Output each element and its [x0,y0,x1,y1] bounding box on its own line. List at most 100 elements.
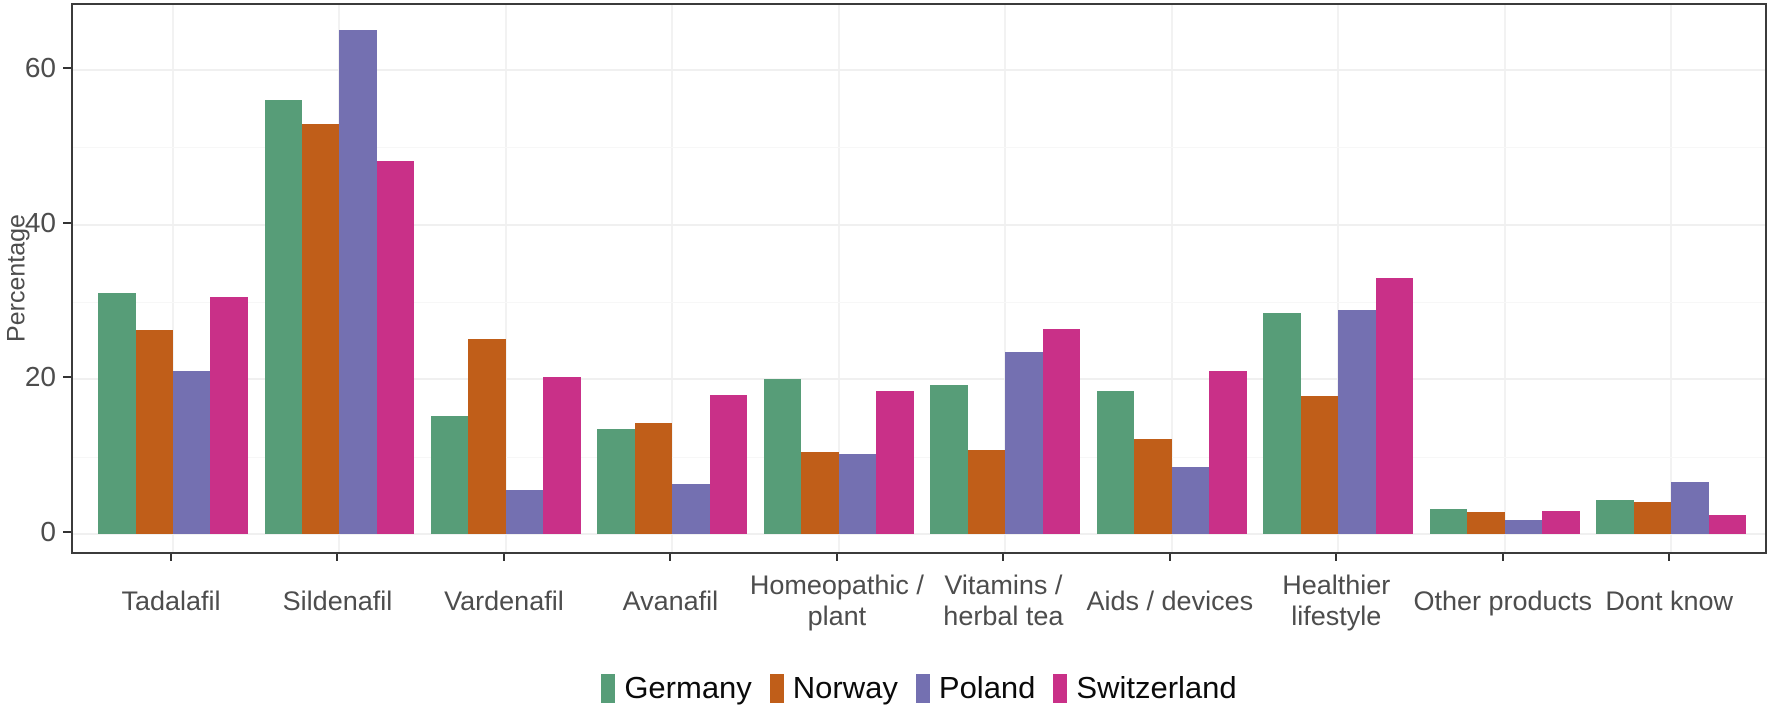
bar-poland-6 [1005,352,1043,534]
grid-line-vertical [504,5,507,552]
grid-line-minor [73,456,1765,458]
x-tick-label-line: lifestyle [1291,601,1382,631]
bar-switzerland-2 [376,161,415,534]
bar-norway-8 [1300,395,1339,534]
x-tick-label-line: plant [807,601,867,631]
bar-switzerland-3 [543,376,581,534]
legend-item-germany: Germany [601,670,752,706]
legend: Germany Norway Poland Switzerland [71,664,1767,712]
x-tick-label-line: Healthier [1282,570,1391,600]
y-tick-label: 20 [24,361,56,393]
x-tick-label-line: Vitamins / [944,570,1063,600]
y-tick [63,531,71,533]
grid-line-major [73,223,1765,226]
bar-switzerland-6 [1042,329,1081,534]
bar-germany-5 [763,379,802,534]
bar-poland-5 [838,454,877,534]
x-tick [502,554,505,561]
bar-poland-7 [1171,466,1210,534]
grid-line-major [73,68,1765,71]
x-tick-label-line: Sildenafil [282,585,393,616]
legend-item-switzerland: Switzerland [1053,670,1237,706]
bar-norway-5 [801,452,839,534]
x-tick [336,554,339,561]
bar-switzerland-9 [1542,510,1580,534]
grid-line-vertical [1170,5,1173,552]
bar-norway-6 [967,449,1006,534]
legend-label: Germany [624,670,752,705]
bar-poland-3 [505,489,544,534]
bar-poland-9 [1504,520,1543,534]
grid-line-vertical [1004,5,1007,552]
bar-norway-10 [1633,502,1672,534]
x-tick-label: Vardenafil [394,570,614,632]
y-tick-label: 0 [40,516,56,547]
x-tick-label: Homeopathic / plant [727,570,947,632]
bar-germany-9 [1429,509,1468,534]
grid-line-minor [73,147,1765,149]
bar-germany-10 [1596,499,1634,534]
x-tick [669,554,672,561]
grid-line-major [73,533,1765,535]
bar-germany-2 [264,100,302,534]
x-tick [1668,554,1671,561]
bar-poland-10 [1671,482,1709,534]
bar-switzerland-7 [1209,370,1247,534]
y-tick-label: 60 [24,51,56,83]
legend-label: Norway [792,670,898,705]
bar-poland-2 [339,30,377,534]
y-tick [63,66,71,69]
bar-germany-3 [431,415,469,534]
bar-norway-2 [302,124,340,534]
legend-swatch-poland [915,673,930,703]
bar-switzerland-10 [1708,514,1747,534]
x-tick-label: Other products [1393,570,1613,632]
bar-switzerland-4 [709,394,748,534]
grid-line-vertical [837,5,840,552]
bar-norway-9 [1467,512,1505,534]
legend-item-poland: Poland [915,670,1036,706]
x-tick-label-line: Other products [1413,585,1593,616]
y-tick [63,221,71,224]
bar-norway-7 [1134,438,1172,534]
bar-germany-8 [1263,312,1301,534]
x-tick-label: Healthier lifestyle [1226,570,1446,632]
x-tick [1501,554,1504,561]
x-tick [170,554,172,561]
x-tick-label-line: Aids / devices [1086,585,1254,616]
x-tick-label: Avanafil [560,570,780,632]
x-tick [1168,554,1171,561]
x-tick-label: Sildenafil [227,570,447,632]
x-tick-label: Vitamins / herbal tea [893,570,1113,632]
bar-switzerland-8 [1375,277,1414,534]
x-tick-label-line: Homeopathic / [749,570,924,600]
legend-swatch-germany [601,673,616,703]
plot-panel [71,3,1767,554]
grid-line-vertical [671,5,674,552]
bar-norway-1 [135,329,173,534]
x-tick-label: Tadalafil [61,570,281,632]
bar-germany-4 [597,428,635,534]
x-tick-label: Aids / devices [1060,570,1280,632]
legend-label: Switzerland [1076,670,1237,705]
grid-line-vertical [172,5,174,552]
x-tick-label: Dont know [1559,570,1772,632]
x-tick-label-line: herbal tea [943,601,1064,631]
bar-switzerland-5 [876,390,914,534]
bar-poland-8 [1338,309,1376,534]
bar-germany-1 [98,293,136,534]
x-tick-label-line: Dont know [1605,585,1733,616]
bar-norway-4 [634,422,673,534]
bar-norway-3 [468,339,506,534]
grid-line-vertical [1337,5,1340,552]
bar-poland-1 [173,370,211,534]
bar-germany-6 [930,384,968,534]
legend-swatch-norway [769,673,784,703]
bar-switzerland-1 [210,297,248,534]
grid-line-vertical [1503,5,1506,552]
x-tick-label-line: Vardenafil [444,585,564,616]
x-tick [1335,554,1338,561]
legend-swatch-switzerland [1053,673,1068,703]
legend-label: Poland [938,670,1036,705]
